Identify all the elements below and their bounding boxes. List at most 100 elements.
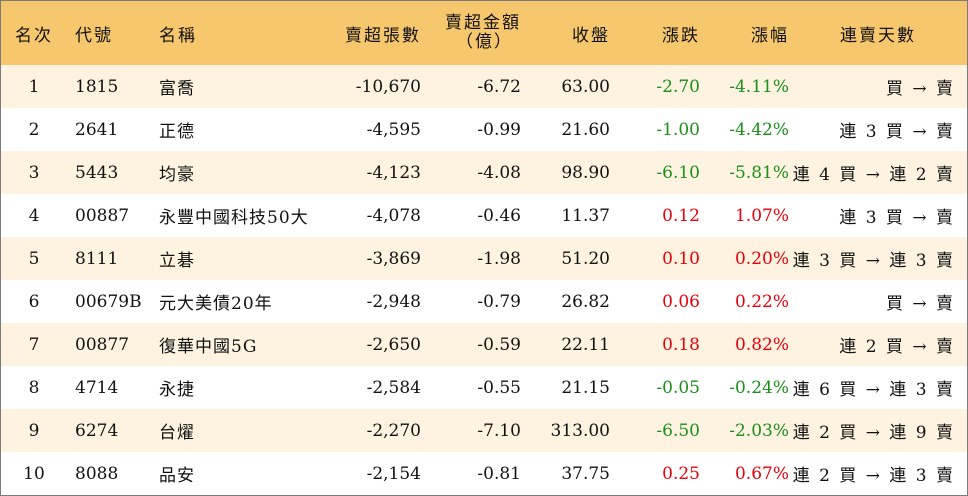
cell-name: 正德: [159, 122, 195, 142]
cell-rank: 3: [28, 162, 40, 183]
header-net-sell-amount-label: 賣超金額: [445, 13, 521, 33]
cell-change-pct: -2.03%: [729, 420, 789, 441]
table-row[interactable]: 4 00887 永豐中國科技50大 -4,078 -0.46 11.37 0.12 1.07%…: [1, 194, 967, 237]
cell-streak: 連 4 買 → 連 2 賣: [792, 165, 955, 185]
cell-change: -1.00: [656, 119, 700, 140]
cell-net-sell-amount: -0.55: [477, 377, 521, 398]
cell-code: 4714: [75, 377, 119, 398]
cell-change: -0.05: [656, 377, 700, 398]
cell-code: 5443: [75, 162, 119, 183]
cell-close: 21.60: [561, 119, 610, 140]
header-net-sell-amount[interactable]: 賣超金額 （億）: [421, 1, 521, 65]
cell-name: 永豐中國科技50大: [159, 208, 309, 228]
cell-streak: 連 2 買 → 連 3 賣: [792, 466, 955, 486]
cell-change-pct: 0.67%: [734, 463, 789, 484]
cell-rank: 4: [28, 205, 40, 226]
cell-change: -6.10: [656, 162, 700, 183]
header-change[interactable]: 漲跌: [662, 25, 700, 46]
table-row[interactable]: 2 2641 正德 -4,595 -0.99 21.60 -1.00 -4.42% 連 3 買 …: [1, 108, 967, 151]
cell-close: 98.90: [561, 162, 610, 183]
cell-streak: 連 3 買 → 賣: [839, 208, 955, 228]
cell-change-pct: -5.81%: [729, 162, 789, 183]
cell-net-sell-amount: -0.59: [477, 334, 521, 355]
cell-net-sell-volume: -2,584: [366, 377, 421, 398]
cell-net-sell-volume: -2,650: [366, 334, 421, 355]
cell-net-sell-amount: -1.98: [477, 248, 521, 269]
cell-name: 均豪: [159, 165, 195, 185]
header-net-sell-volume[interactable]: 賣超張數: [345, 25, 421, 46]
cell-rank: 8: [28, 377, 40, 398]
cell-change: -6.50: [656, 420, 700, 441]
cell-change-pct: -4.42%: [729, 119, 789, 140]
header-close[interactable]: 收盤: [572, 25, 610, 46]
cell-net-sell-amount: -0.79: [477, 291, 521, 312]
cell-net-sell-amount: -4.08: [477, 162, 521, 183]
cell-name: 復華中國5G: [159, 337, 258, 357]
table-row[interactable]: 6 00679B 元大美債20年 -2,948 -0.79 26.82 0.06 0.22% 買…: [1, 280, 967, 323]
cell-rank: 7: [28, 334, 40, 355]
cell-change: 0.10: [662, 248, 700, 269]
cell-code: 2641: [75, 119, 119, 140]
cell-net-sell-amount: -0.46: [477, 205, 521, 226]
cell-net-sell-amount: -0.81: [477, 463, 521, 484]
header-streak[interactable]: 連賣天數: [840, 25, 916, 46]
cell-code: 1815: [75, 76, 119, 97]
cell-streak: 連 3 買 → 連 3 賣: [792, 251, 955, 271]
cell-close: 22.11: [561, 334, 610, 355]
cell-close: 313.00: [550, 420, 610, 441]
cell-change-pct: -0.24%: [729, 377, 789, 398]
cell-code: 00679B: [75, 291, 142, 312]
cell-net-sell-amount: -6.72: [477, 76, 521, 97]
cell-change-pct: 0.20%: [734, 248, 789, 269]
table-header: 名次 代號 名稱 賣超張數 賣超金額 （億） 收盤 漲跌 漲幅 連賣天數: [1, 1, 967, 65]
table-row[interactable]: 5 8111 立碁 -3,869 -1.98 51.20 0.10 0.20% 連 3 買 → …: [1, 237, 967, 280]
table-row[interactable]: 10 8088 品安 -2,154 -0.81 37.75 0.25 0.67% 連 2 買 →…: [1, 452, 967, 495]
cell-rank: 1: [28, 76, 40, 97]
cell-change-pct: -4.11%: [729, 76, 789, 97]
cell-code: 00887: [75, 205, 130, 226]
cell-change: 0.25: [662, 463, 700, 484]
header-code[interactable]: 代號: [75, 25, 113, 46]
cell-change: 0.18: [662, 334, 700, 355]
cell-net-sell-volume: -2,270: [366, 420, 421, 441]
cell-streak: 連 3 買 → 賣: [839, 122, 955, 142]
cell-code: 00877: [75, 334, 130, 355]
table-body: 1 1815 富喬 -10,670 -6.72 63.00 -2.70 -4.11% 買 → 賣…: [1, 65, 967, 495]
cell-code: 8111: [75, 248, 119, 269]
cell-code: 8088: [75, 463, 119, 484]
cell-streak: 買 → 賣: [885, 294, 955, 314]
cell-change-pct: 0.82%: [734, 334, 789, 355]
cell-close: 37.75: [561, 463, 610, 484]
cell-rank: 10: [23, 463, 45, 484]
table-row[interactable]: 8 4714 永捷 -2,584 -0.55 21.15 -0.05 -0.24% 連 6 買 …: [1, 366, 967, 409]
cell-name: 品安: [159, 466, 195, 486]
header-name[interactable]: 名稱: [159, 25, 197, 46]
cell-net-sell-amount: -0.99: [477, 119, 521, 140]
cell-change-pct: 0.22%: [734, 291, 789, 312]
cell-close: 51.20: [561, 248, 610, 269]
cell-name: 永捷: [159, 380, 195, 400]
cell-rank: 6: [28, 291, 40, 312]
table-row[interactable]: 3 5443 均豪 -4,123 -4.08 98.90 -6.10 -5.81% 連 4 買 …: [1, 151, 967, 194]
cell-change-pct: 1.07%: [734, 205, 789, 226]
cell-net-sell-volume: -2,948: [366, 291, 421, 312]
table-row[interactable]: 9 6274 台燿 -2,270 -7.10 313.00 -6.50 -2.03% 連 2 買…: [1, 409, 967, 452]
cell-name: 台燿: [159, 423, 195, 443]
header-net-sell-amount-unit: （億）: [456, 32, 513, 52]
cell-net-sell-volume: -10,670: [355, 76, 421, 97]
cell-streak: 買 → 賣: [885, 79, 955, 99]
cell-close: 63.00: [561, 76, 610, 97]
cell-net-sell-amount: -7.10: [477, 420, 521, 441]
table-row[interactable]: 1 1815 富喬 -10,670 -6.72 63.00 -2.70 -4.11% 買 → 賣: [1, 65, 967, 108]
cell-code: 6274: [75, 420, 119, 441]
cell-net-sell-volume: -3,869: [366, 248, 421, 269]
table-row[interactable]: 7 00877 復華中國5G -2,650 -0.59 22.11 0.18 0.82% 連 2…: [1, 323, 967, 366]
cell-net-sell-volume: -2,154: [366, 463, 421, 484]
cell-name: 富喬: [159, 79, 195, 99]
header-rank[interactable]: 名次: [15, 25, 53, 46]
cell-rank: 9: [28, 420, 40, 441]
header-change-pct[interactable]: 漲幅: [751, 25, 789, 46]
cell-net-sell-volume: -4,595: [366, 119, 421, 140]
